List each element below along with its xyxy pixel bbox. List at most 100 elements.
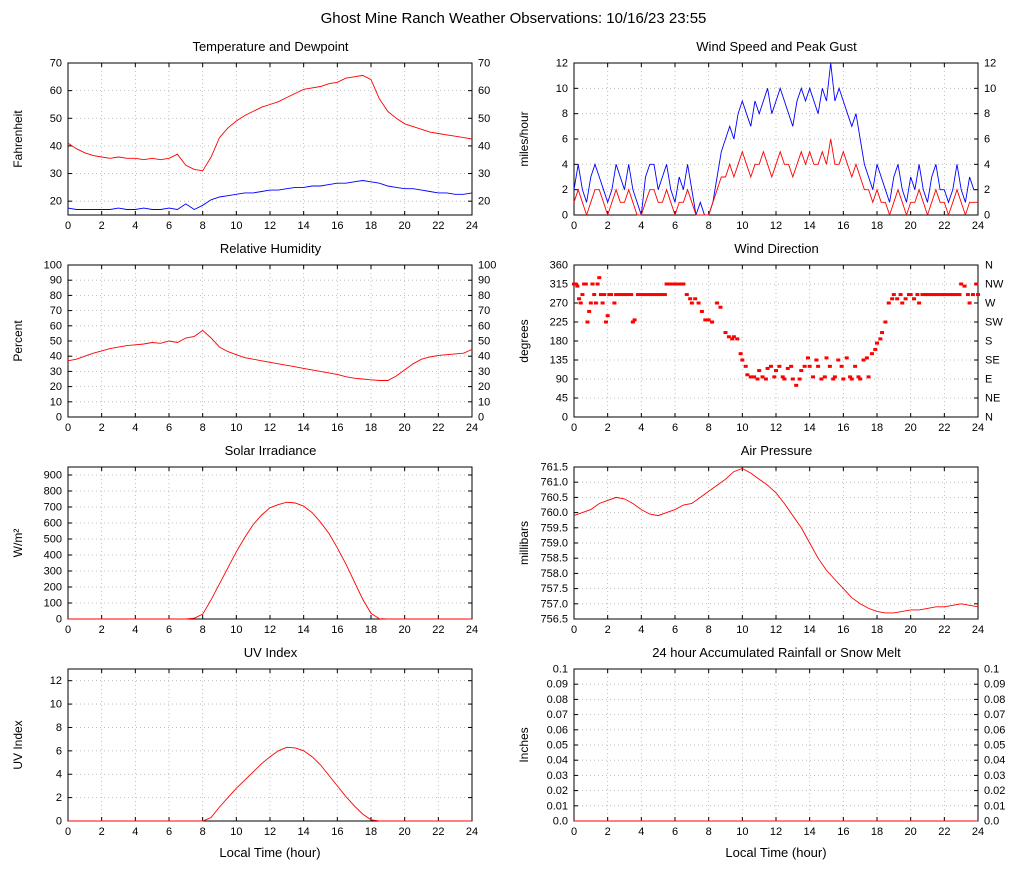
svg-text:760.5: 760.5 xyxy=(540,492,568,504)
svg-text:0.04: 0.04 xyxy=(984,755,1005,767)
svg-text:100: 100 xyxy=(478,260,496,272)
svg-text:4: 4 xyxy=(132,826,138,838)
svg-text:4: 4 xyxy=(638,826,644,838)
svg-text:0.01: 0.01 xyxy=(546,800,567,812)
svg-text:0.07: 0.07 xyxy=(984,709,1005,721)
svg-text:20: 20 xyxy=(398,826,410,838)
svg-text:14: 14 xyxy=(297,826,309,838)
chart-title-solar-irradiance: Solar Irradiance xyxy=(224,443,317,458)
svg-text:6: 6 xyxy=(984,134,990,146)
svg-text:760.0: 760.0 xyxy=(540,507,568,519)
svg-text:24: 24 xyxy=(971,826,983,838)
svg-text:Percent: Percent xyxy=(11,320,25,362)
svg-text:70: 70 xyxy=(49,305,61,317)
chart-cell-wind-direction: Wind Direction 0 2 4 6 8 10 12 14 16 18 20 22 24 0 45 9… xyxy=(514,241,1020,441)
svg-text:2: 2 xyxy=(984,184,990,196)
svg-text:20: 20 xyxy=(49,196,61,208)
rainfall-plot: 0 2 4 6 8 10 12 14 16 18 20 22 240.0 0.00.01 0.010.02 0… xyxy=(517,664,1005,861)
svg-text:N: N xyxy=(985,412,993,424)
svg-text:6: 6 xyxy=(561,134,567,146)
svg-text:18: 18 xyxy=(364,422,376,434)
svg-text:0: 0 xyxy=(55,614,61,626)
svg-text:16: 16 xyxy=(331,624,343,636)
svg-text:0: 0 xyxy=(64,220,70,232)
air-pressure-plot: 0 2 4 6 8 10 12 14 16 18 20 22 24756.5757.0757.5758.… xyxy=(517,462,984,637)
svg-text:6: 6 xyxy=(671,220,677,232)
svg-text:0: 0 xyxy=(64,624,70,636)
svg-text:24: 24 xyxy=(465,826,477,838)
svg-text:0: 0 xyxy=(478,412,484,424)
svg-text:20: 20 xyxy=(904,220,916,232)
svg-text:NE: NE xyxy=(985,393,1000,405)
svg-text:6: 6 xyxy=(165,422,171,434)
chart-cell-air-pressure: Air Pressure 0 2 4 6 8 10 12 14 16 18 20 22 24 756.5 7… xyxy=(514,443,1020,643)
svg-text:18: 18 xyxy=(870,624,882,636)
svg-text:22: 22 xyxy=(938,826,950,838)
svg-text:16: 16 xyxy=(837,422,849,434)
svg-text:10: 10 xyxy=(230,624,242,636)
svg-text:0.02: 0.02 xyxy=(546,785,567,797)
svg-text:60: 60 xyxy=(49,85,61,97)
svg-text:4: 4 xyxy=(984,159,990,171)
svg-text:20: 20 xyxy=(49,381,61,393)
svg-text:16: 16 xyxy=(331,826,343,838)
svg-text:22: 22 xyxy=(938,422,950,434)
svg-text:2: 2 xyxy=(98,220,104,232)
svg-text:16: 16 xyxy=(837,220,849,232)
svg-text:20: 20 xyxy=(904,826,916,838)
svg-text:0.08: 0.08 xyxy=(984,694,1005,706)
svg-text:22: 22 xyxy=(432,220,444,232)
chart-title-temperature-dewpoint: Temperature and Dewpoint xyxy=(192,39,349,54)
svg-text:2: 2 xyxy=(604,220,610,232)
svg-text:10: 10 xyxy=(230,220,242,232)
svg-text:100: 100 xyxy=(43,260,61,272)
svg-text:70: 70 xyxy=(49,58,61,70)
svg-text:40: 40 xyxy=(478,140,490,152)
svg-text:N: N xyxy=(985,260,993,272)
svg-text:30: 30 xyxy=(49,168,61,180)
svg-text:SW: SW xyxy=(985,317,1003,329)
svg-text:4: 4 xyxy=(638,220,644,232)
svg-text:0.04: 0.04 xyxy=(546,755,567,767)
chart-cell-temperature-dewpoint: Temperature and Dewpoint 0 2 4 6 8 10 12 14 16 18… xyxy=(8,39,514,239)
svg-text:60: 60 xyxy=(478,85,490,97)
charts-grid: Temperature and Dewpoint 0 2 4 6 8 10 12 14 16 18… xyxy=(8,39,1020,865)
chart-title-air-pressure: Air Pressure xyxy=(740,443,813,458)
svg-text:10: 10 xyxy=(49,699,61,711)
svg-text:Inches: Inches xyxy=(517,727,531,762)
svg-text:0: 0 xyxy=(984,210,990,222)
svg-text:0.05: 0.05 xyxy=(984,740,1005,752)
svg-text:8: 8 xyxy=(984,108,990,120)
svg-text:8: 8 xyxy=(705,826,711,838)
svg-text:8: 8 xyxy=(561,108,567,120)
svg-text:50: 50 xyxy=(49,113,61,125)
svg-text:400: 400 xyxy=(43,550,61,562)
svg-text:12: 12 xyxy=(555,58,567,70)
svg-text:Local Time (hour): Local Time (hour) xyxy=(725,845,826,860)
svg-text:22: 22 xyxy=(432,624,444,636)
svg-text:757.5: 757.5 xyxy=(540,583,568,595)
svg-text:0.0: 0.0 xyxy=(984,816,999,828)
svg-text:0.01: 0.01 xyxy=(984,800,1005,812)
svg-text:24: 24 xyxy=(465,624,477,636)
svg-text:18: 18 xyxy=(870,826,882,838)
svg-text:50: 50 xyxy=(49,336,61,348)
chart-cell-solar-irradiance: Solar Irradiance 0 2 4 6 8 10 12 14 16 18 20 22 24 0 1… xyxy=(8,443,514,643)
svg-text:20: 20 xyxy=(478,196,490,208)
svg-text:12: 12 xyxy=(769,220,781,232)
svg-text:0: 0 xyxy=(561,210,567,222)
svg-text:8: 8 xyxy=(705,220,711,232)
svg-text:135: 135 xyxy=(549,355,567,367)
svg-text:200: 200 xyxy=(43,582,61,594)
svg-text:4: 4 xyxy=(132,624,138,636)
svg-text:12: 12 xyxy=(263,624,275,636)
svg-text:50: 50 xyxy=(478,336,490,348)
svg-text:0.03: 0.03 xyxy=(546,770,567,782)
svg-text:0: 0 xyxy=(64,826,70,838)
svg-text:10: 10 xyxy=(736,220,748,232)
svg-text:0.06: 0.06 xyxy=(984,724,1005,736)
svg-text:315: 315 xyxy=(549,279,567,291)
